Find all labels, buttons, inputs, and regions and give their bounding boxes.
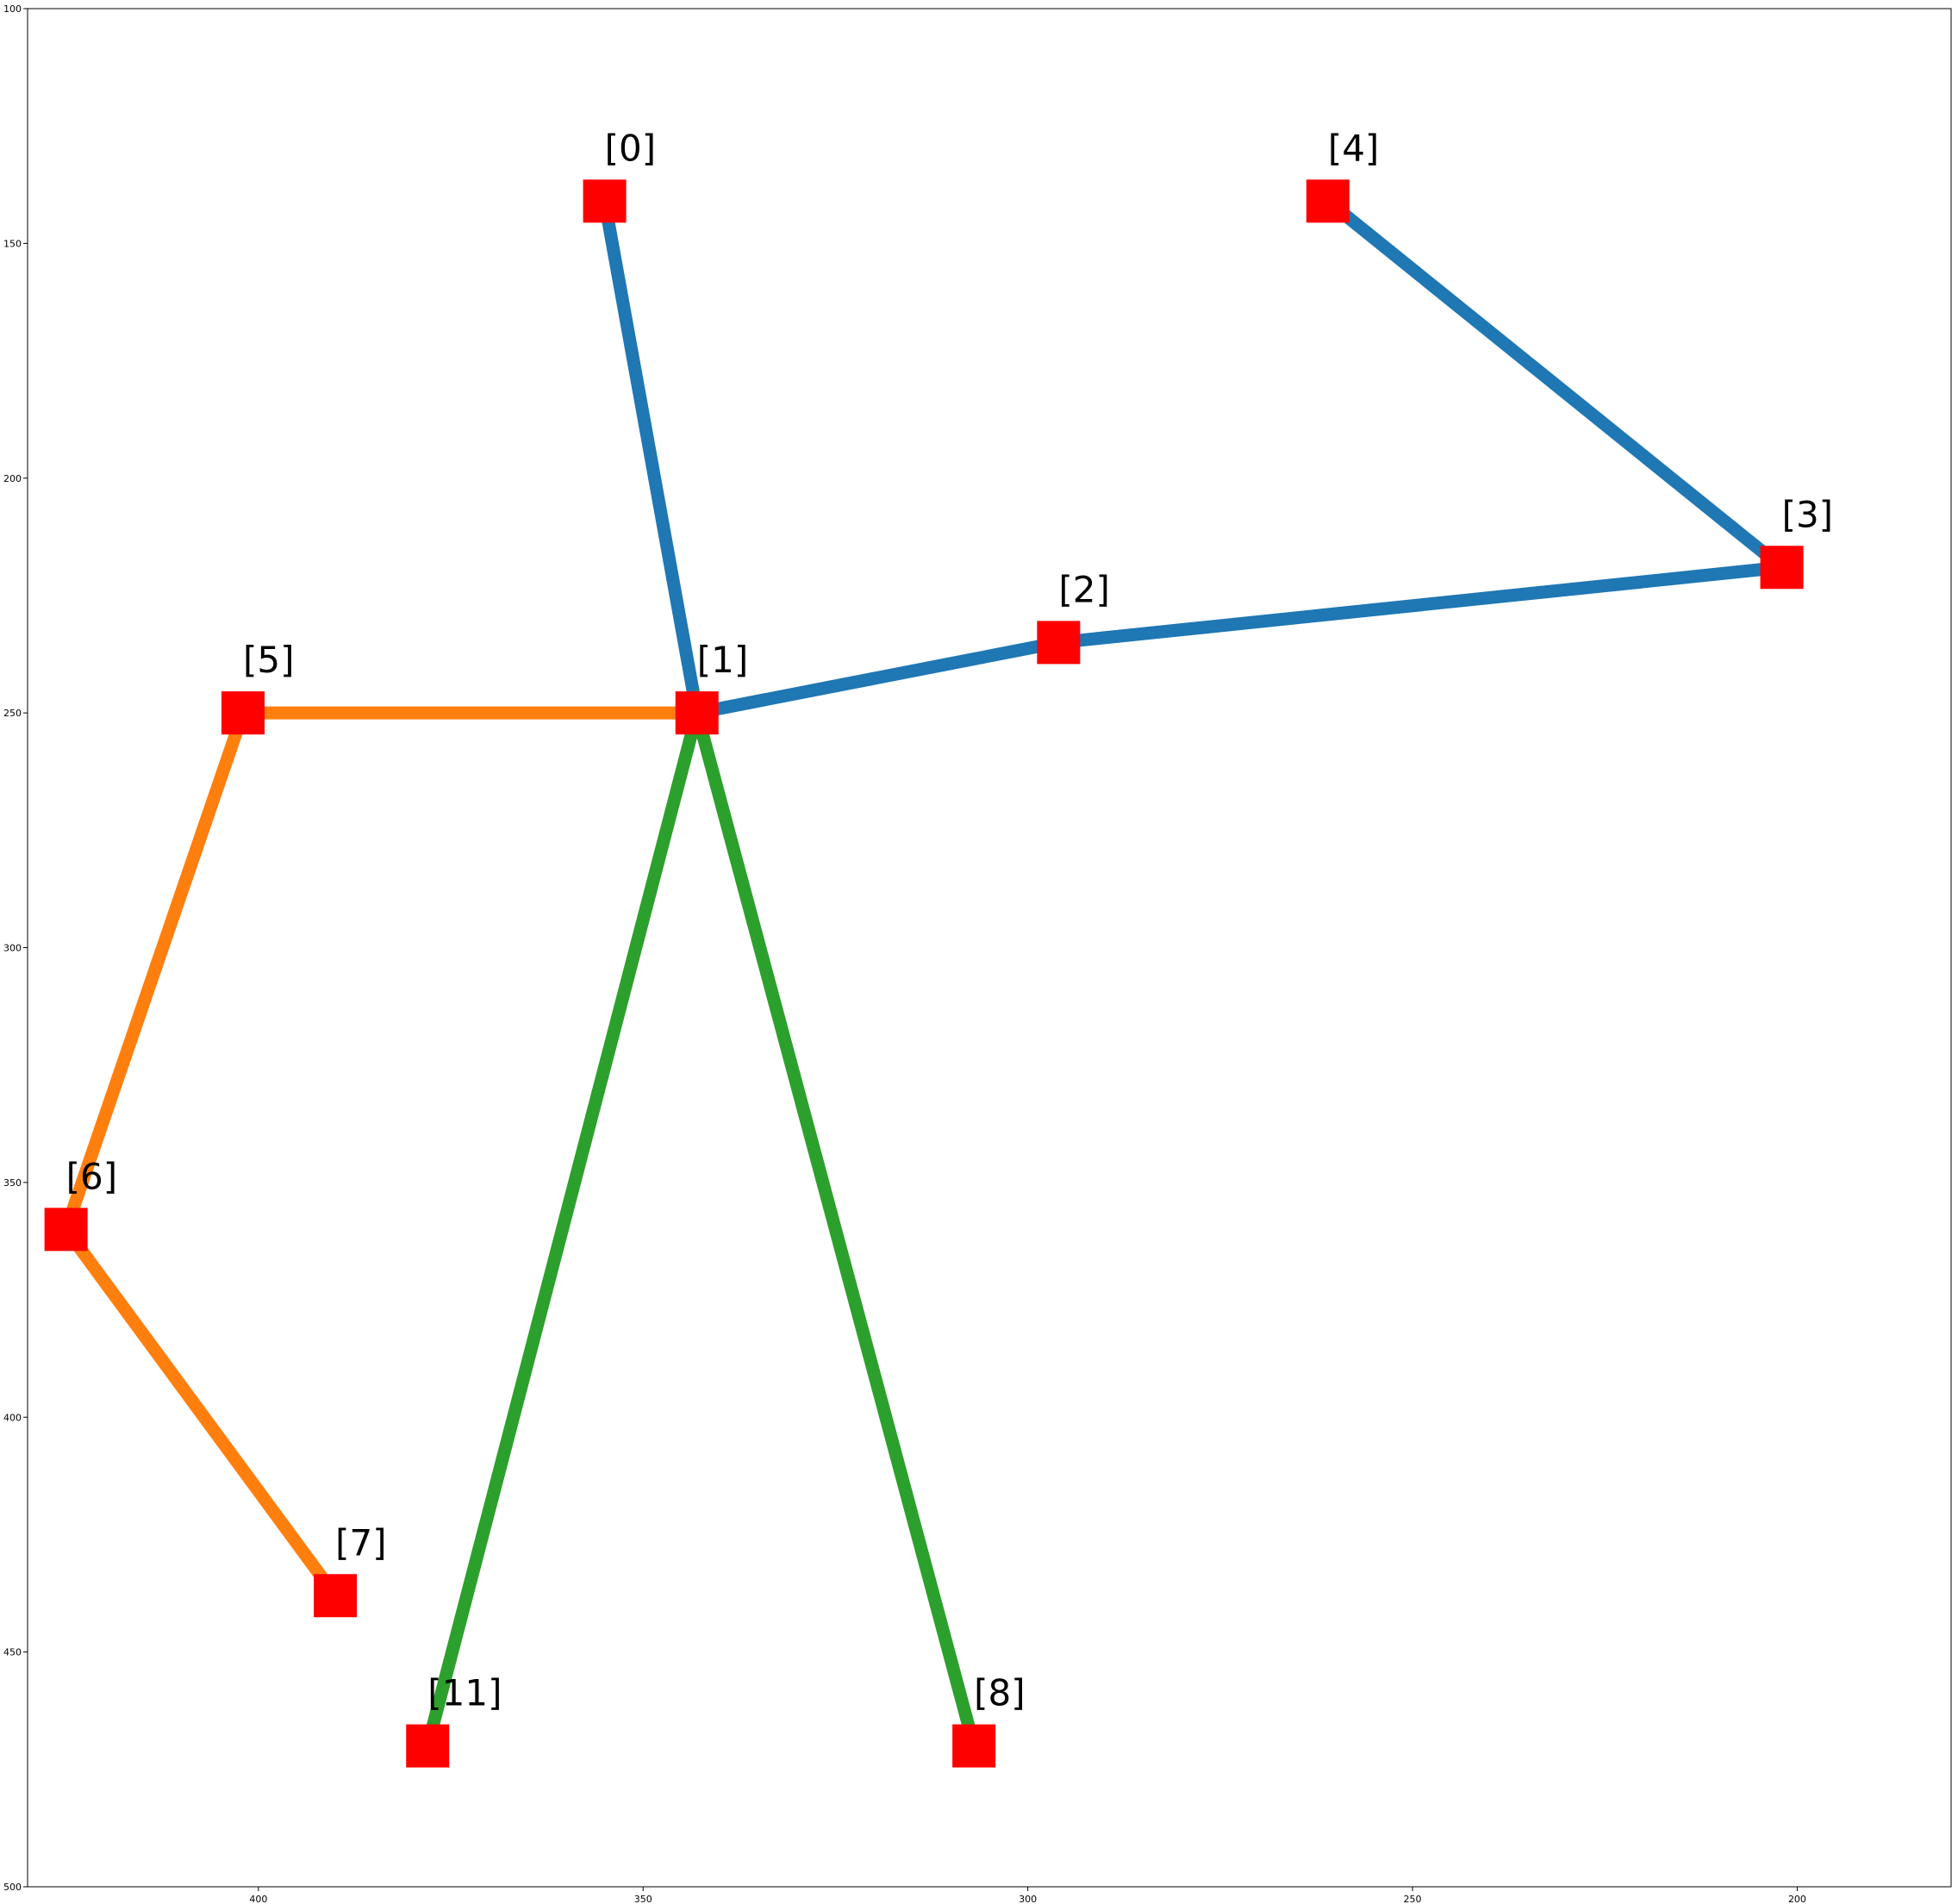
y-tick-label-300: 300: [3, 943, 22, 954]
node-marker-5: [221, 691, 265, 735]
node-marker-1: [675, 691, 719, 735]
y-tick-label-450: 450: [3, 1647, 22, 1658]
y-tick-label-350: 350: [3, 1177, 22, 1189]
x-tick-label-300: 300: [1019, 1894, 1037, 1904]
node-label-2: [2]: [1058, 568, 1110, 610]
node-label-5: [5]: [243, 639, 295, 681]
y-tick-label-100: 100: [3, 3, 22, 15]
node-marker-2: [1037, 621, 1081, 665]
node-label-0: [0]: [605, 127, 657, 169]
node-labels: [0] [1] [2] [3] [4] [5] [6] [7] [8] [11]: [66, 127, 1833, 1714]
y-tick-label-200: 200: [3, 473, 22, 484]
node-marker-8: [952, 1724, 996, 1768]
node-marker-4: [1306, 179, 1350, 223]
x-tick-label-400: 400: [249, 1894, 267, 1904]
node-marker-3: [1760, 546, 1804, 590]
node-markers: [44, 179, 1804, 1768]
node-marker-6: [44, 1208, 88, 1252]
node-label-1: [1]: [697, 639, 749, 681]
node-marker-11: [406, 1724, 450, 1768]
x-tick-label-200: 200: [1788, 1894, 1806, 1904]
x-tick-label-250: 250: [1404, 1894, 1422, 1904]
node-label-6: [6]: [66, 1155, 118, 1197]
x-axis-ticks: 400 350 300 250 200: [249, 1887, 1806, 1904]
y-tick-label-250: 250: [3, 708, 22, 719]
x-tick-label-350: 350: [634, 1894, 652, 1904]
y-tick-label-150: 150: [3, 238, 22, 249]
node-label-8: [8]: [974, 1672, 1026, 1714]
node-label-3: [3]: [1782, 493, 1834, 535]
node-marker-0: [583, 179, 627, 223]
y-tick-label-400: 400: [3, 1412, 22, 1423]
series-line-1: [59, 706, 697, 1600]
node-label-4: [4]: [1328, 127, 1380, 169]
node-label-7: [7]: [335, 1521, 387, 1564]
node-label-11: [11]: [427, 1672, 502, 1714]
y-axis-ticks: 100 150 200 250 300 350 400 450 500: [3, 3, 28, 1893]
y-tick-label-500: 500: [3, 1882, 22, 1893]
node-marker-7: [314, 1574, 358, 1618]
